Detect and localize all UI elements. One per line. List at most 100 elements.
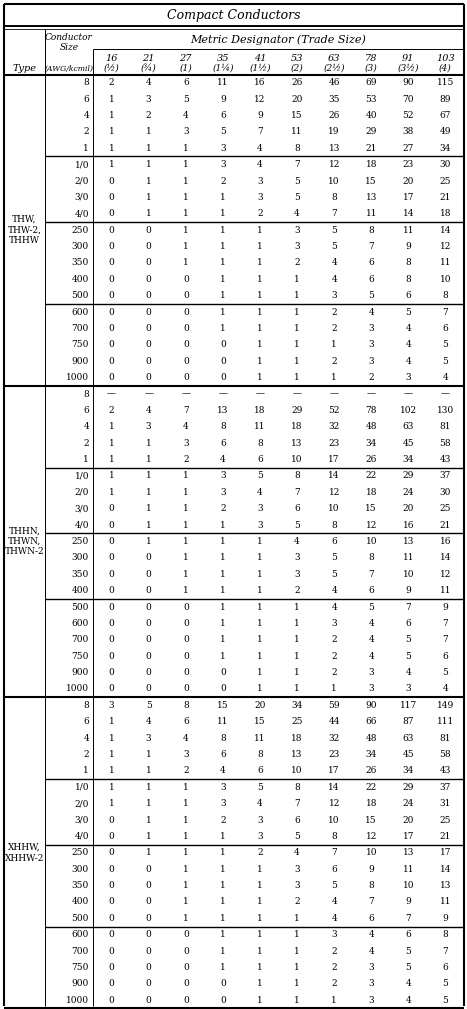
Text: 3: 3 <box>220 799 226 808</box>
Text: 11: 11 <box>217 78 229 87</box>
Text: 1: 1 <box>294 357 300 365</box>
Text: 10: 10 <box>328 815 340 824</box>
Text: 81: 81 <box>440 423 451 431</box>
Text: 1: 1 <box>183 586 189 595</box>
Text: 12: 12 <box>366 521 377 530</box>
Text: 2: 2 <box>332 636 337 645</box>
Text: 1: 1 <box>220 865 226 874</box>
Text: 0: 0 <box>109 324 114 333</box>
Text: 1: 1 <box>220 930 226 939</box>
Text: 0: 0 <box>109 292 114 301</box>
Text: 11: 11 <box>440 897 451 906</box>
Text: 3: 3 <box>332 292 337 301</box>
Text: 7: 7 <box>331 849 337 858</box>
Text: 1: 1 <box>294 996 300 1005</box>
Text: 1: 1 <box>109 111 114 120</box>
Text: 0: 0 <box>109 504 114 514</box>
Text: 102: 102 <box>400 406 417 415</box>
Text: 1: 1 <box>183 487 189 496</box>
Text: 1: 1 <box>83 767 89 775</box>
Text: 4: 4 <box>368 619 374 628</box>
Text: 23: 23 <box>328 439 340 448</box>
Text: 9: 9 <box>368 865 374 874</box>
Text: 34: 34 <box>403 767 414 775</box>
Text: 49: 49 <box>440 127 451 136</box>
Text: 3: 3 <box>257 521 263 530</box>
Text: 27: 27 <box>179 54 192 63</box>
Text: 14: 14 <box>440 865 451 874</box>
Text: 13: 13 <box>403 537 414 546</box>
Text: 2: 2 <box>332 963 337 972</box>
Text: 111: 111 <box>437 717 454 726</box>
Text: Conductor: Conductor <box>45 33 93 42</box>
Text: 13: 13 <box>366 193 377 202</box>
Text: 38: 38 <box>403 127 414 136</box>
Text: 4: 4 <box>368 308 374 317</box>
Text: 18: 18 <box>366 487 377 496</box>
Text: 5: 5 <box>443 668 448 677</box>
Text: 15: 15 <box>366 504 377 514</box>
Text: 2: 2 <box>220 177 226 186</box>
Text: 90: 90 <box>366 701 377 710</box>
Text: 1: 1 <box>109 160 114 170</box>
Text: 24: 24 <box>403 799 414 808</box>
Text: 1: 1 <box>294 292 300 301</box>
Text: 1: 1 <box>183 881 189 890</box>
Text: 20: 20 <box>254 701 266 710</box>
Text: 8: 8 <box>443 930 448 939</box>
Text: 4: 4 <box>220 767 226 775</box>
Text: 1: 1 <box>257 570 263 579</box>
Text: 4: 4 <box>294 849 300 858</box>
Text: 0: 0 <box>109 815 114 824</box>
Text: 13: 13 <box>403 849 414 858</box>
Text: 5: 5 <box>405 308 411 317</box>
Text: 1: 1 <box>146 143 151 152</box>
Text: 7: 7 <box>443 619 448 628</box>
Text: 2: 2 <box>332 652 337 661</box>
Text: 0: 0 <box>146 274 151 284</box>
Text: 21: 21 <box>440 193 451 202</box>
Text: 2: 2 <box>332 357 337 365</box>
Text: 350: 350 <box>72 258 89 267</box>
Text: 1: 1 <box>109 767 114 775</box>
Text: 1: 1 <box>146 799 151 808</box>
Text: 5: 5 <box>257 783 263 792</box>
Text: 0: 0 <box>183 636 189 645</box>
Text: 1: 1 <box>257 619 263 628</box>
Text: 6: 6 <box>220 750 226 759</box>
Text: 9: 9 <box>443 602 448 611</box>
Text: 29: 29 <box>366 127 377 136</box>
Text: 1: 1 <box>83 143 89 152</box>
Text: 1/0: 1/0 <box>75 783 89 792</box>
Text: 1: 1 <box>220 209 226 218</box>
Text: 26: 26 <box>366 455 377 464</box>
Text: 1: 1 <box>146 521 151 530</box>
Text: 22: 22 <box>366 471 377 480</box>
Text: 0: 0 <box>109 849 114 858</box>
Text: 4: 4 <box>257 160 263 170</box>
Text: 1: 1 <box>183 504 189 514</box>
Text: 0: 0 <box>109 832 114 840</box>
Text: 5: 5 <box>368 602 374 611</box>
Text: 0: 0 <box>109 340 114 349</box>
Text: 2/0: 2/0 <box>75 799 89 808</box>
Text: 1: 1 <box>109 750 114 759</box>
Text: 400: 400 <box>72 897 89 906</box>
Text: 0: 0 <box>146 308 151 317</box>
Text: 1: 1 <box>220 832 226 840</box>
Text: 17: 17 <box>403 193 414 202</box>
Text: 250: 250 <box>72 226 89 235</box>
Text: 44: 44 <box>328 717 340 726</box>
Text: 4: 4 <box>405 340 411 349</box>
Text: 1: 1 <box>109 95 114 104</box>
Text: 29: 29 <box>403 471 414 480</box>
Text: 22: 22 <box>366 783 377 792</box>
Text: 0: 0 <box>109 209 114 218</box>
Text: 1: 1 <box>294 308 300 317</box>
Text: 7: 7 <box>368 897 374 906</box>
Text: 43: 43 <box>440 767 451 775</box>
Text: 11: 11 <box>440 258 451 267</box>
Text: 1: 1 <box>294 914 300 923</box>
Text: 25: 25 <box>440 504 451 514</box>
Text: 10: 10 <box>440 274 451 284</box>
